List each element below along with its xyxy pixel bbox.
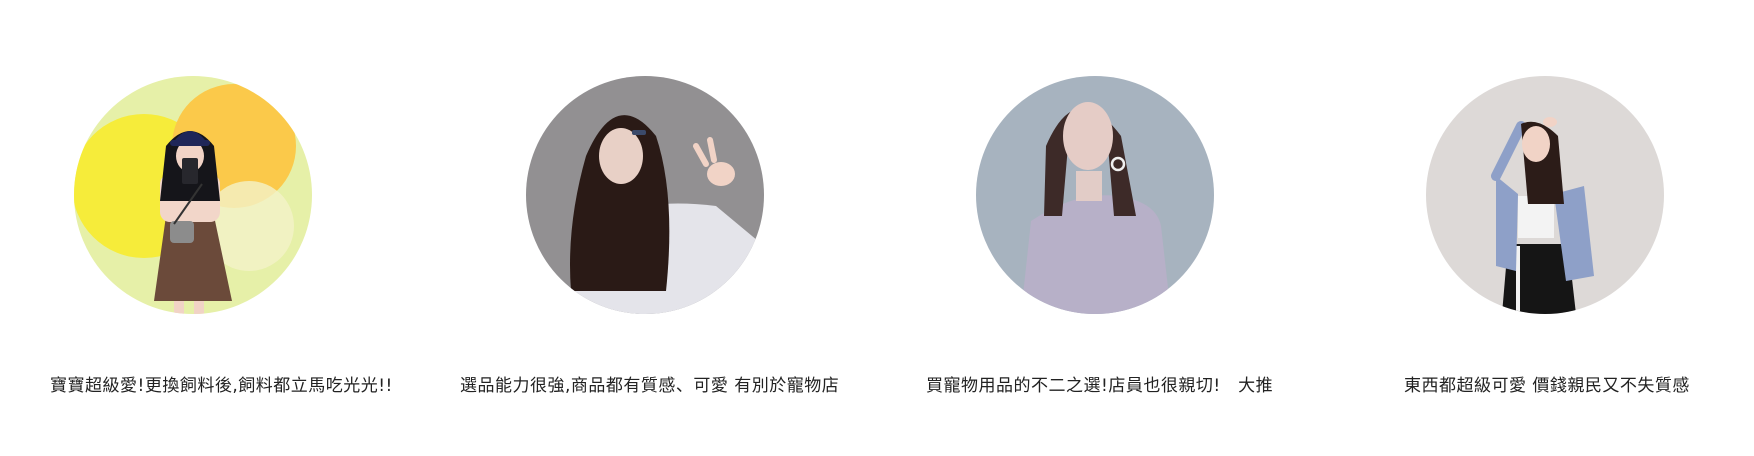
testimonial-quote: 選品能力很強,商品都有質感、可愛 有別於寵物店 (460, 376, 840, 396)
testimonial-card: 寶寶超級愛!更換飼料後,飼料都立馬吃光光!! (0, 0, 440, 456)
illustrated-woman-earrings-icon (976, 76, 1214, 314)
testimonial-card: 買寵物用品的不二之選!店員也很親切! 大推 (880, 0, 1320, 456)
testimonial-quote: 寶寶超級愛!更換飼料後,飼料都立馬吃光光!! (50, 376, 393, 396)
illustrated-woman-denim-jacket-icon (1426, 76, 1664, 314)
illustrated-woman-cap-selfie-icon (74, 76, 312, 314)
avatar (74, 76, 312, 314)
avatar (526, 76, 764, 314)
testimonial-card: 東西都超級可愛 價錢親民又不失質感 (1320, 0, 1754, 456)
testimonial-quote: 買寵物用品的不二之選!店員也很親切! 大推 (926, 376, 1274, 396)
avatar (1426, 76, 1664, 314)
testimonial-quote: 東西都超級可愛 價錢親民又不失質感 (1404, 376, 1690, 396)
testimonial-card: 選品能力很強,商品都有質感、可愛 有別於寵物店 (440, 0, 880, 456)
illustrated-woman-long-wavy-hair-icon (526, 76, 764, 314)
avatar (976, 76, 1214, 314)
